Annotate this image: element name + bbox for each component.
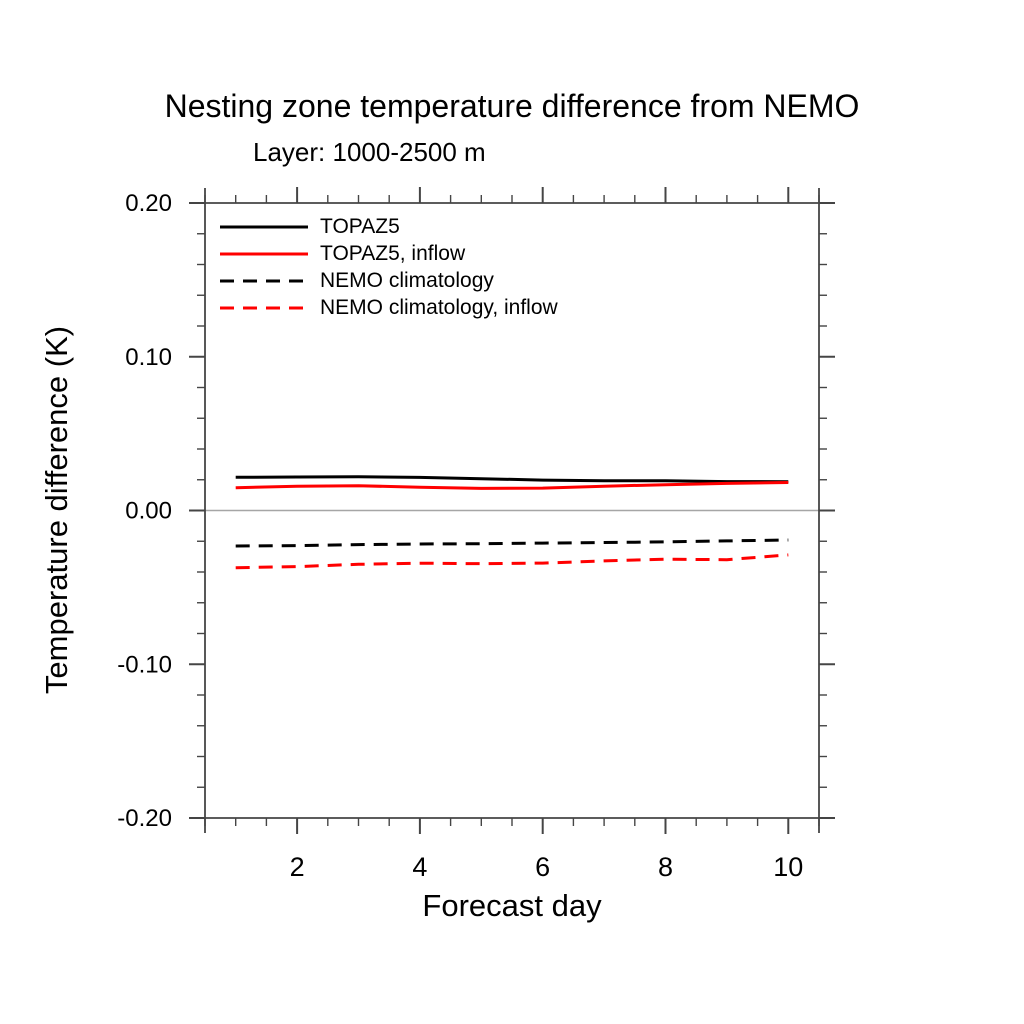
series-line-0 bbox=[235, 475, 789, 484]
x-axis-title: Forecast day bbox=[422, 888, 602, 923]
x-tick-label: 6 bbox=[535, 852, 550, 882]
series-line-2 bbox=[235, 538, 789, 548]
y-tick-label: -0.10 bbox=[117, 651, 172, 678]
y-tick-label: 0.20 bbox=[125, 190, 172, 217]
legend-label-nemo-climatology: NEMO climatology bbox=[320, 269, 494, 292]
y-tick-label: 0.10 bbox=[125, 344, 172, 371]
x-tick-label: 2 bbox=[290, 852, 305, 882]
x-tick-label: 10 bbox=[773, 852, 803, 882]
chart-title: Nesting zone temperature difference from… bbox=[164, 88, 860, 124]
y-tick-label: -0.20 bbox=[117, 805, 172, 832]
x-tick-label: 8 bbox=[658, 852, 673, 882]
legend-label-topaz5: TOPAZ5 bbox=[320, 215, 400, 238]
chart-subtitle: Layer: 1000-2500 m bbox=[253, 137, 486, 167]
y-axis-title: Temperature difference (K) bbox=[39, 325, 74, 695]
y-tick-label: 0.00 bbox=[125, 498, 172, 525]
series-line-3 bbox=[235, 553, 789, 570]
x-tick-label: 4 bbox=[412, 852, 427, 882]
series-line-1 bbox=[235, 481, 789, 490]
legend-label-topaz5-inflow: TOPAZ5, inflow bbox=[320, 242, 466, 265]
legend-label-nemo-climatology-inflow: NEMO climatology, inflow bbox=[320, 296, 558, 319]
